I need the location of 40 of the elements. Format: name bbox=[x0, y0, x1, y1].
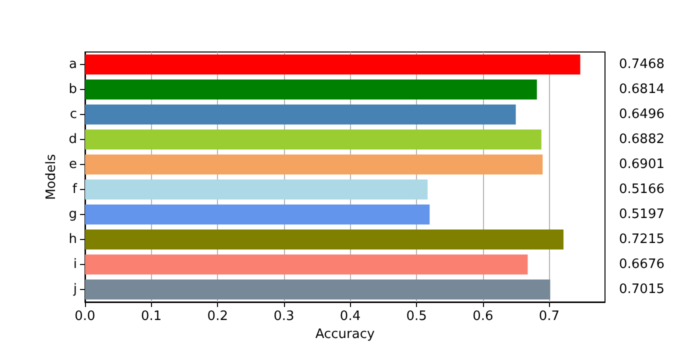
data-label: 0.7215 bbox=[619, 232, 664, 247]
x-tick-label: 0.1 bbox=[140, 309, 162, 324]
y-tick-label: a bbox=[69, 57, 77, 72]
y-axis-title: Models bbox=[44, 154, 59, 200]
data-label: 0.6882 bbox=[619, 132, 664, 147]
bar bbox=[85, 230, 564, 250]
bar bbox=[85, 130, 542, 150]
y-tick-label: d bbox=[68, 132, 77, 147]
x-tick-label: 0.3 bbox=[274, 309, 294, 324]
bar bbox=[85, 204, 430, 224]
data-label: 0.5197 bbox=[619, 207, 664, 222]
data-label: 0.7015 bbox=[619, 282, 664, 297]
bar bbox=[85, 254, 528, 274]
data-label: 0.7468 bbox=[619, 57, 664, 72]
x-tick-label: 0.2 bbox=[207, 309, 228, 324]
x-tick-label: 0.6 bbox=[472, 309, 494, 324]
data-label: 0.6496 bbox=[619, 107, 664, 122]
x-tick-label: 0.4 bbox=[340, 309, 361, 324]
y-tick-label: e bbox=[69, 157, 77, 172]
data-label: 0.5166 bbox=[619, 182, 664, 197]
data-label: 0.6676 bbox=[619, 257, 664, 272]
y-tick-label: i bbox=[73, 257, 77, 272]
y-tick-label: j bbox=[72, 282, 77, 297]
data-label: 0.6814 bbox=[619, 82, 664, 97]
x-axis-title: Accuracy bbox=[315, 327, 375, 342]
x-tick-label: 0.5 bbox=[406, 309, 427, 324]
x-tick-label: 0.0 bbox=[74, 309, 96, 324]
bar bbox=[85, 54, 580, 74]
bar bbox=[85, 180, 428, 200]
x-tick-label: 0.7 bbox=[538, 309, 560, 324]
bar bbox=[85, 280, 550, 300]
y-tick-label: b bbox=[68, 82, 77, 97]
y-tick-label: f bbox=[72, 182, 78, 197]
bar bbox=[85, 80, 537, 100]
bar bbox=[85, 154, 543, 174]
bar bbox=[85, 104, 516, 124]
data-label: 0.6901 bbox=[619, 157, 664, 172]
y-tick-label: h bbox=[68, 232, 77, 247]
y-tick-label: g bbox=[68, 207, 77, 222]
y-tick-label: c bbox=[70, 107, 77, 122]
